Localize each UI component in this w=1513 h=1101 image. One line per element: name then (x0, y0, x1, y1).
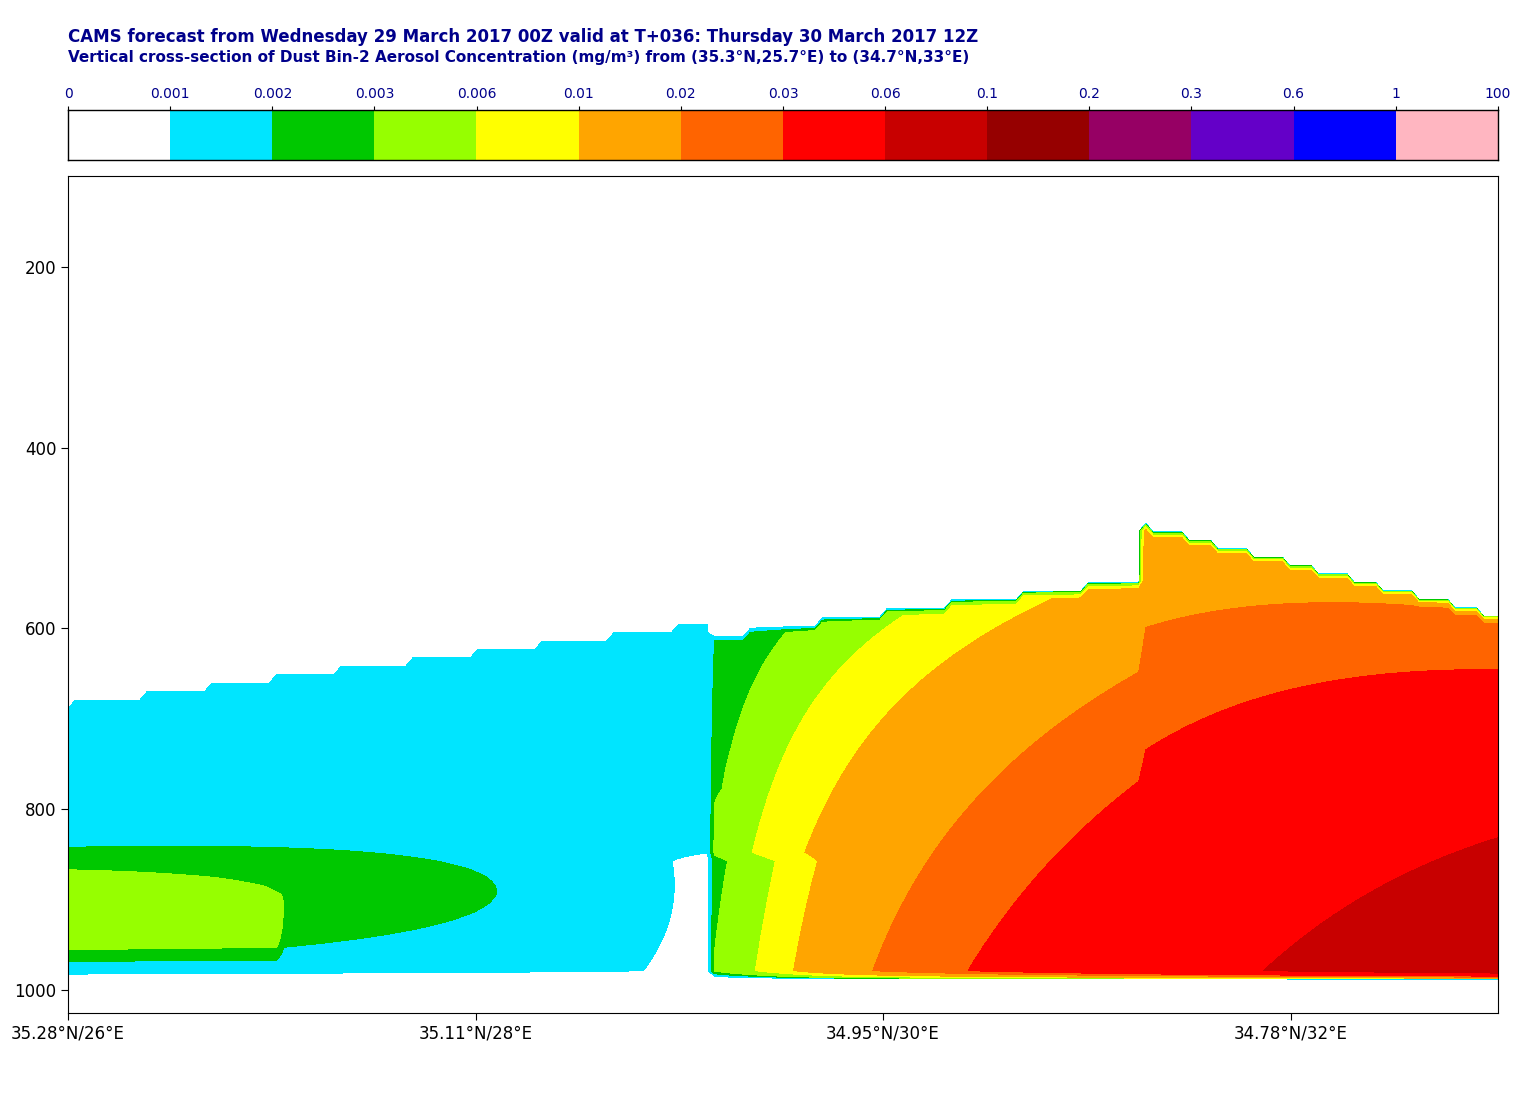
Text: CAMS forecast from Wednesday 29 March 2017 00Z valid at T+036: Thursday 30 March: CAMS forecast from Wednesday 29 March 20… (68, 28, 979, 45)
Text: Vertical cross-section of Dust Bin-2 Aerosol Concentration (mg/m³) from (35.3°N,: Vertical cross-section of Dust Bin-2 Aer… (68, 50, 970, 65)
